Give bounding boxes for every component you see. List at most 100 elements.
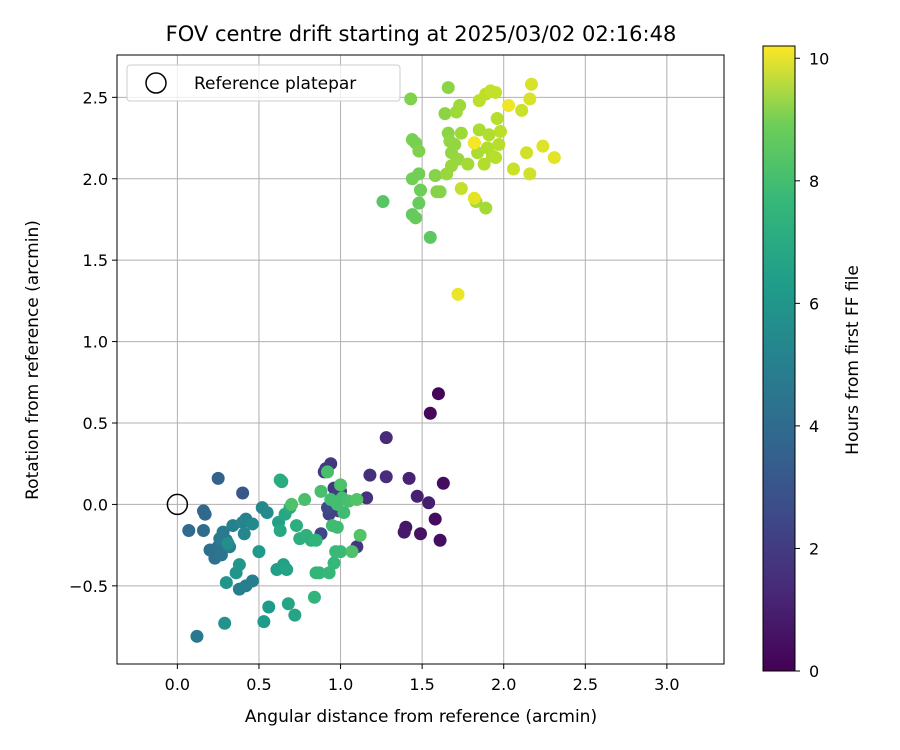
data-point [196, 523, 210, 537]
data-point [376, 195, 390, 209]
data-point [273, 473, 287, 487]
y-tick-label: −0.5 [69, 577, 108, 596]
x-tick-label: 0.0 [165, 675, 190, 694]
data-point [461, 157, 475, 171]
colorbar-gradient [762, 45, 796, 672]
data-point [288, 608, 302, 622]
data-point [490, 112, 504, 126]
y-tick-label: 0.5 [83, 414, 108, 433]
data-point [273, 523, 287, 537]
data-point [350, 493, 364, 507]
data-point [219, 576, 233, 590]
data-point [262, 600, 276, 614]
colorbar-tick-label: 8 [809, 172, 819, 191]
data-point [327, 556, 341, 570]
data-point [431, 387, 445, 401]
data-point [214, 548, 228, 562]
y-axis-label: Rotation from reference (arcmin) [23, 220, 43, 500]
data-point [467, 136, 481, 150]
data-point [334, 478, 348, 492]
plot-frame [116, 54, 725, 665]
data-point [471, 146, 485, 160]
data-point [379, 470, 393, 484]
data-point [281, 597, 295, 611]
data-point [409, 211, 423, 225]
legend-label: Reference platepar [194, 74, 356, 94]
data-point [412, 196, 426, 210]
data-point [298, 493, 312, 507]
data-point [211, 471, 225, 485]
colorbar-tick-label: 4 [809, 417, 819, 436]
data-point [245, 517, 259, 531]
data-point [404, 92, 418, 106]
data-point [454, 182, 468, 196]
data-point [515, 103, 529, 117]
data-point [379, 431, 393, 445]
data-point [493, 125, 507, 139]
data-point [236, 515, 250, 529]
colorbar-ticks: 0 2 4 6 8 10 [795, 49, 829, 681]
data-point [232, 558, 246, 572]
colorbar-tick-label: 10 [809, 49, 829, 68]
data-point [221, 537, 235, 551]
data-point [523, 167, 537, 181]
data-point [285, 497, 299, 511]
data-point [524, 77, 538, 91]
data-point [363, 468, 377, 482]
colorbar-tick-label: 6 [809, 294, 819, 313]
data-point [236, 486, 250, 500]
x-tick-label: 1.0 [328, 675, 353, 694]
data-point [451, 287, 465, 301]
data-point [257, 615, 271, 629]
data-point [428, 168, 442, 182]
data-point [422, 496, 436, 510]
y-tick-label: 2.0 [83, 170, 108, 189]
data-point [402, 471, 416, 485]
colorbar: 0 2 4 6 8 10 Hours from first FF file [762, 45, 863, 681]
y-tick-label: 1.5 [83, 251, 108, 270]
data-point [448, 138, 462, 152]
data-point [312, 566, 326, 580]
data-point [445, 159, 459, 173]
data-point [260, 506, 274, 520]
data-point [280, 563, 294, 577]
data-point [479, 201, 493, 215]
x-tick-label: 2.0 [491, 675, 516, 694]
x-axis-label: Angular distance from reference (arcmin) [245, 707, 597, 727]
data-points [182, 77, 561, 643]
data-point [433, 533, 447, 547]
data-point [547, 151, 561, 165]
data-point [412, 167, 426, 181]
data-point [467, 191, 481, 205]
data-point [423, 406, 437, 420]
data-point [454, 126, 468, 140]
y-axis-ticks: −0.5 0.0 0.5 1.0 1.5 2.0 2.5 [69, 88, 117, 596]
data-point [477, 157, 491, 171]
data-point [237, 527, 251, 541]
data-point [489, 85, 503, 99]
reference-platepar-marker [166, 493, 189, 516]
x-tick-label: 1.5 [409, 675, 434, 694]
y-tick-label: 0.0 [83, 495, 108, 514]
data-point [322, 566, 336, 580]
data-point [428, 512, 442, 526]
colorbar-tick-label: 2 [809, 539, 819, 558]
data-point [423, 230, 437, 244]
data-point [353, 528, 367, 542]
colorbar-label: Hours from first FF file [843, 265, 863, 455]
colorbar-tick-label: 0 [809, 662, 819, 681]
data-point [198, 507, 212, 521]
data-point [182, 523, 196, 537]
x-tick-label: 2.5 [573, 675, 598, 694]
data-point [334, 545, 348, 559]
data-point [472, 123, 486, 137]
data-point [507, 162, 521, 176]
data-point [441, 81, 455, 95]
data-point [397, 525, 411, 539]
legend-marker-icon [145, 72, 167, 94]
data-point [436, 476, 450, 490]
data-point [412, 144, 426, 158]
data-point [245, 574, 259, 588]
legend-box [126, 64, 401, 102]
